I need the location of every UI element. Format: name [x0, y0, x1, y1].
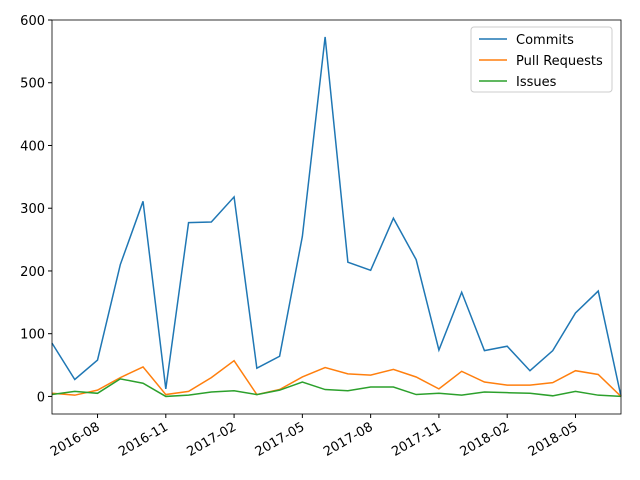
x-tick-label: 2017-08	[321, 420, 376, 460]
x-tick-label: 2017-02	[185, 420, 240, 460]
x-tick-label: 2017-05	[253, 420, 308, 460]
y-tick-label: 500	[20, 77, 45, 92]
x-tick-label: 2018-05	[526, 420, 581, 460]
y-tick-label: 300	[20, 202, 45, 217]
y-tick-label: 400	[20, 139, 45, 154]
y-tick-label: 600	[20, 14, 45, 29]
y-tick-label: 100	[20, 328, 45, 343]
legend-label: Issues	[516, 75, 557, 90]
x-tick-label: 2016-11	[116, 420, 171, 460]
y-tick-label: 200	[20, 265, 45, 280]
x-tick-label: 2016-08	[48, 420, 103, 460]
legend-label: Pull Requests	[516, 54, 603, 69]
axes-frame	[51, 19, 622, 415]
series-line	[51, 359, 622, 397]
y-tick-label: 0	[37, 390, 45, 405]
legend-label: Commits	[516, 33, 574, 48]
series-line	[51, 36, 622, 397]
legend-box	[470, 26, 613, 93]
series-line	[51, 378, 622, 398]
x-tick-label: 2018-02	[458, 420, 513, 460]
x-tick-label: 2017-11	[389, 420, 444, 460]
